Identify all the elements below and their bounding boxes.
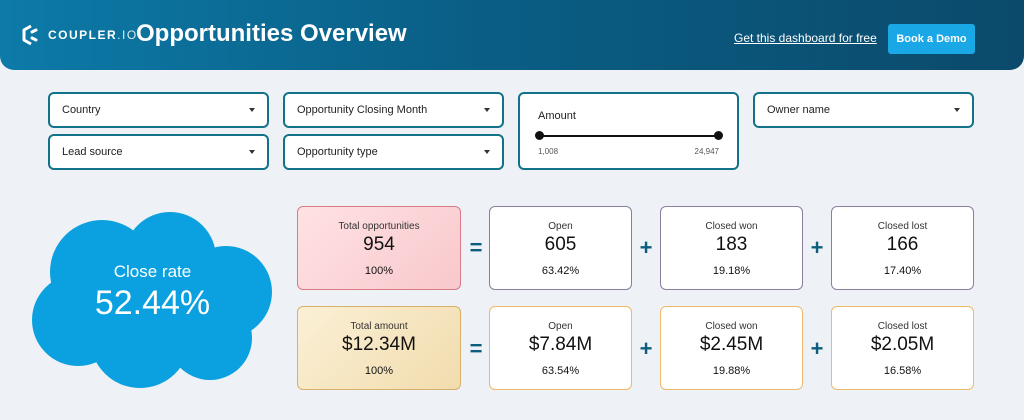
- equals-sign: =: [469, 235, 483, 260]
- card-value: $2.05M: [870, 334, 935, 355]
- open-amount-card: Open $7.84M 63.54%: [489, 306, 632, 390]
- chevron-down-icon: [249, 150, 255, 154]
- card-label: Open: [548, 221, 573, 232]
- amount-slider-track[interactable]: [539, 135, 719, 137]
- card-label: Open: [548, 321, 573, 332]
- chevron-down-icon: [249, 108, 255, 112]
- closed-won-opportunities-card: Closed won 183 19.18%: [660, 206, 803, 290]
- card-label: Closed won: [705, 321, 758, 332]
- card-value: $2.45M: [699, 334, 764, 355]
- card-percent: 19.88%: [712, 365, 751, 377]
- closed-won-amount-card: Closed won $2.45M 19.88%: [660, 306, 803, 390]
- header-bar: COUPLER.IO Opportunities Overview Get th…: [0, 0, 1024, 70]
- opportunity-type-dropdown[interactable]: Opportunity type: [283, 134, 504, 170]
- closed-lost-amount-card: Closed lost $2.05M 16.58%: [831, 306, 974, 390]
- close-rate-value: 52.44%: [94, 284, 211, 322]
- card-label: Closed won: [705, 221, 758, 232]
- plus-sign: +: [639, 336, 653, 361]
- open-opportunities-card: Open 605 63.42%: [489, 206, 632, 290]
- amount-slider-label: Amount: [538, 110, 576, 122]
- amount-range-slider: Amount 1,008 24,947: [518, 92, 739, 170]
- owner-name-dropdown[interactable]: Owner name: [753, 92, 974, 128]
- card-percent: 16.58%: [883, 365, 922, 377]
- page-title: Opportunities Overview: [136, 20, 407, 47]
- plus-sign: +: [810, 235, 824, 260]
- chevron-down-icon: [484, 150, 490, 154]
- amount-slider-max-value: 24,947: [694, 147, 719, 156]
- closing-month-dropdown[interactable]: Opportunity Closing Month: [283, 92, 504, 128]
- card-percent: 19.18%: [712, 265, 751, 277]
- close-rate-label: Close rate: [113, 262, 192, 281]
- closed-lost-opportunities-card: Closed lost 166 17.40%: [831, 206, 974, 290]
- card-percent: 100%: [364, 265, 394, 277]
- card-value: 166: [886, 234, 919, 255]
- amount-slider-min-value: 1,008: [538, 147, 559, 156]
- plus-sign: +: [639, 235, 653, 260]
- card-label: Total opportunities: [338, 221, 420, 232]
- card-value: 183: [715, 234, 748, 255]
- closing-month-dropdown-label: Opportunity Closing Month: [297, 104, 428, 116]
- total-amount-card: Total amount $12.34M 100%: [297, 306, 461, 390]
- logo-text-bold: COUPLER: [48, 28, 118, 42]
- card-label: Total amount: [350, 321, 408, 332]
- book-demo-button[interactable]: Book a Demo: [888, 24, 975, 54]
- card-percent: 17.40%: [883, 265, 922, 277]
- close-rate-kpi: Close rate 52.44%: [30, 262, 275, 323]
- chevron-down-icon: [484, 108, 490, 112]
- owner-name-dropdown-label: Owner name: [767, 104, 830, 116]
- equals-sign: =: [469, 336, 483, 361]
- card-value: 605: [544, 234, 577, 255]
- card-percent: 100%: [364, 365, 394, 377]
- lead-source-dropdown-label: Lead source: [62, 146, 123, 158]
- card-percent: 63.42%: [541, 265, 580, 277]
- chevron-down-icon: [954, 108, 960, 112]
- coupler-logo[interactable]: COUPLER.IO: [20, 24, 138, 46]
- card-percent: 63.54%: [541, 365, 580, 377]
- country-dropdown[interactable]: Country: [48, 92, 269, 128]
- card-value: 954: [363, 234, 395, 255]
- get-dashboard-link[interactable]: Get this dashboard for free: [734, 31, 877, 45]
- card-label: Closed lost: [877, 321, 928, 332]
- opportunity-type-dropdown-label: Opportunity type: [297, 146, 378, 158]
- country-dropdown-label: Country: [62, 104, 101, 116]
- card-label: Closed lost: [877, 221, 928, 232]
- plus-sign: +: [810, 336, 824, 361]
- amount-slider-min-handle[interactable]: [535, 131, 544, 140]
- lead-source-dropdown[interactable]: Lead source: [48, 134, 269, 170]
- total-opportunities-card: Total opportunities 954 100%: [297, 206, 461, 290]
- card-value: $7.84M: [528, 334, 593, 355]
- amount-slider-max-handle[interactable]: [714, 131, 723, 140]
- card-value: $12.34M: [342, 334, 416, 355]
- cloud-shape: [32, 212, 272, 388]
- logo-text-light: .IO: [117, 28, 138, 42]
- coupler-logo-icon: [22, 24, 38, 46]
